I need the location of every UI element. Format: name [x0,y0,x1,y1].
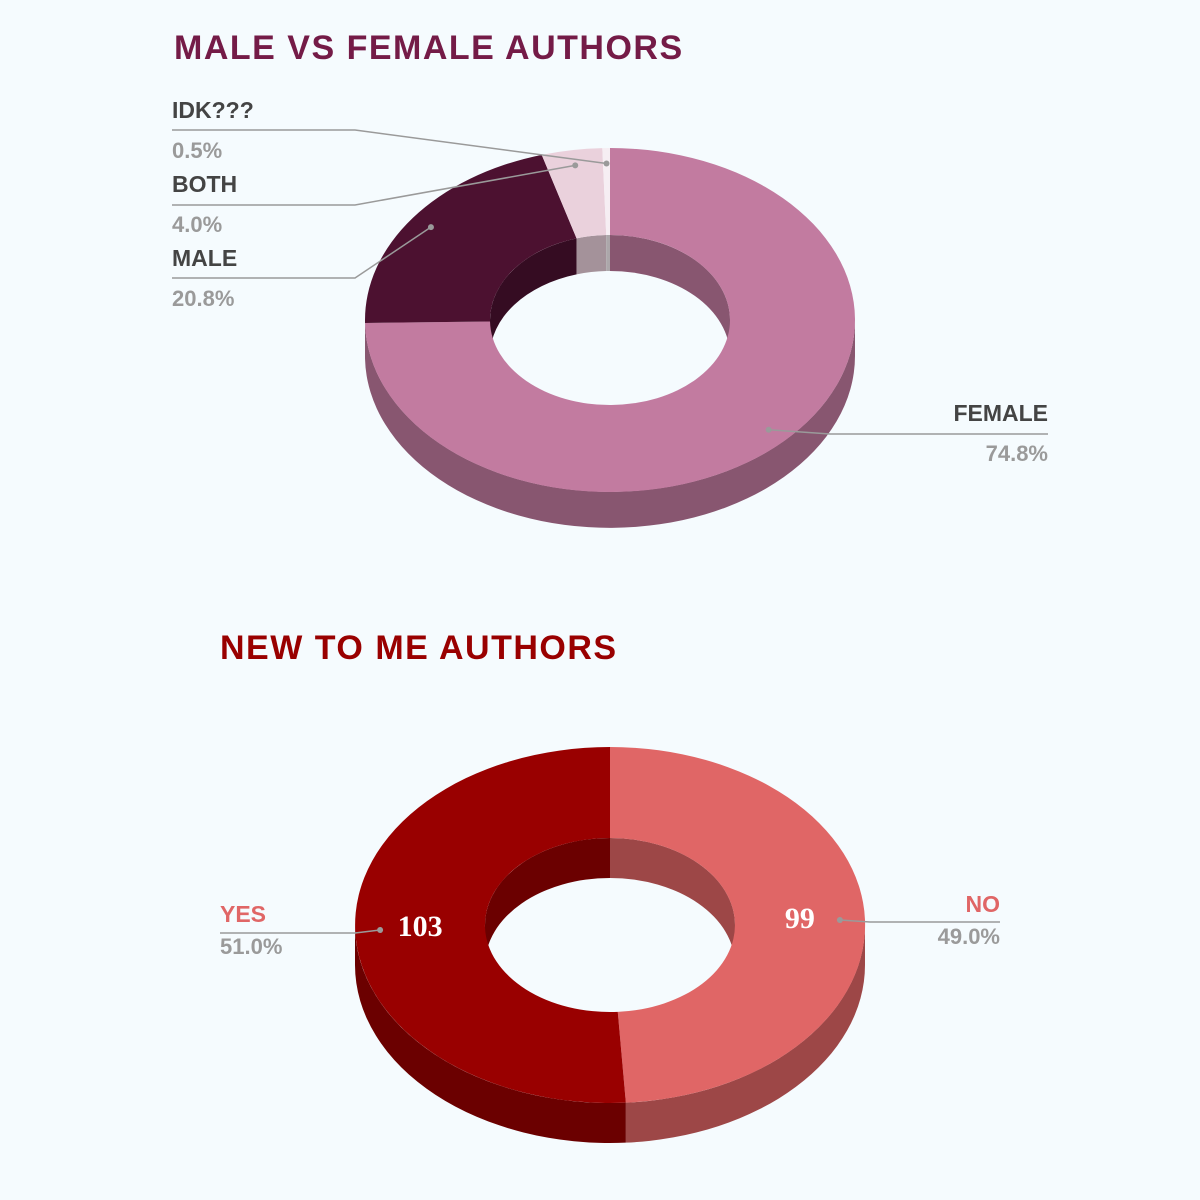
slice [602,147,610,236]
slice [365,148,856,492]
leader-line [768,428,1048,435]
slice-count: 99 [785,902,815,935]
slice-label: YES [220,901,266,927]
leader-dot [377,926,384,933]
leader-dot [427,224,434,231]
slice-inner-side [610,235,730,356]
slice-side [354,925,626,1144]
slice-percent: 4.0% [172,212,222,237]
slice-percent: 20.8% [172,286,234,311]
leader-line [172,129,607,165]
leader-dot [572,162,579,169]
slice-side [625,925,866,1143]
chart-title: NEW TO ME AUTHORS [220,629,618,667]
slice-label: MALE [172,245,237,271]
slice [610,747,866,1103]
leader-line [839,919,1000,923]
leader-dot [765,426,772,433]
leader-dot [603,160,610,167]
slice-inner-side [490,238,577,356]
slice-label: BOTH [172,171,237,197]
slice-label: NO [966,891,1001,917]
slice [541,148,607,239]
slice-label: FEMALE [953,400,1048,426]
slice-inner-side [576,235,607,275]
slice [355,747,626,1103]
slice-percent: 49.0% [938,924,1000,949]
leader-line [172,164,576,206]
slice-percent: 51.0% [220,934,282,959]
leader-line [220,929,381,934]
slice-inner-side [485,838,610,965]
slice-inner-side [610,838,735,965]
chart-title: MALE VS FEMALE AUTHORS [174,29,684,67]
slice-percent: 0.5% [172,138,222,163]
slice-count: 103 [398,910,443,943]
leader-line [172,226,432,279]
slice-percent: 74.8% [986,441,1048,466]
slice-label: IDK??? [172,97,254,123]
slice-inner-side [606,234,610,272]
slice-side [365,320,855,528]
leader-dot [836,917,843,924]
slice [365,154,577,323]
